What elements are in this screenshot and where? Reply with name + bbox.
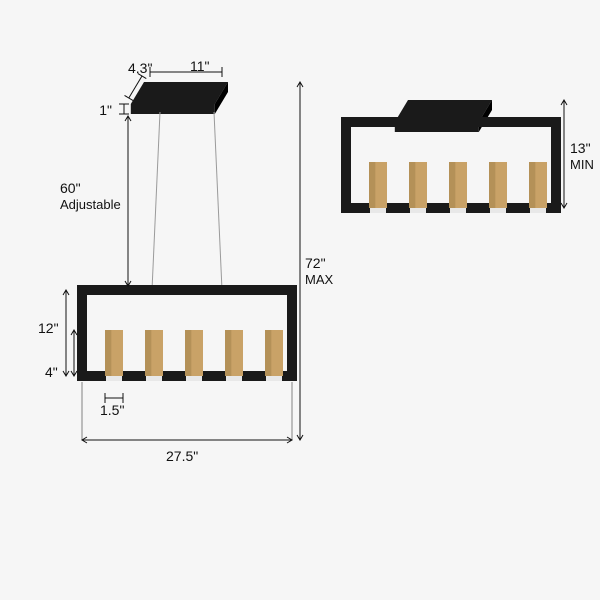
label-cable-len: 60" <box>60 180 81 196</box>
label-max-sub: MAX <box>305 272 333 288</box>
label-max-h: 72" <box>305 255 326 271</box>
label-cable: 60" Adjustable <box>60 180 121 212</box>
label-min: 13" MIN <box>570 140 594 172</box>
label-min-sub: MIN <box>570 157 594 173</box>
label-canopy-depth: 4.3" <box>128 60 152 77</box>
diagram-svg <box>0 0 600 600</box>
label-cable-sub: Adjustable <box>60 197 121 213</box>
label-max: 72" MAX <box>305 255 333 287</box>
label-frame-height: 12" <box>38 320 59 337</box>
label-light-width: 1.5" <box>100 402 124 419</box>
label-canopy-height: 1" <box>99 102 112 119</box>
label-min-h: 13" <box>570 140 591 156</box>
label-light-height: 4" <box>45 364 58 381</box>
label-canopy-width: 11" <box>190 58 210 75</box>
label-total-width: 27.5" <box>166 448 198 465</box>
diagram-stage: 4.3" 11" 1" 60" Adjustable 12" 4" 1.5" 2… <box>0 0 600 600</box>
